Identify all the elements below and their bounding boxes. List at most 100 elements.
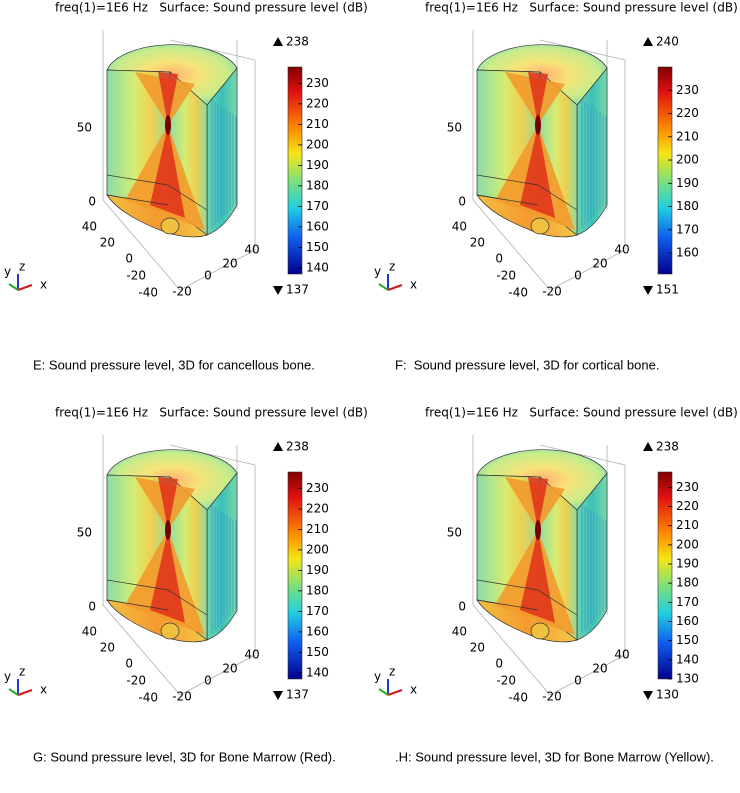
- band-lines: [106, 579, 208, 616]
- caption: F: Sound pressure level, 3D for cortical…: [395, 357, 659, 372]
- cylinder-side: [576, 472, 608, 641]
- x-tick-label: 40: [244, 648, 259, 662]
- triad-y: [378, 283, 389, 291]
- focus: [165, 520, 171, 540]
- x-tick-label: 20: [222, 257, 237, 271]
- triad-label: y: [374, 265, 381, 279]
- cylinder-top: [106, 44, 238, 106]
- panel-header: freq(1)=1E6 Hz Surface: Sound pressure l…: [55, 1, 368, 15]
- x-tick-label: -20: [172, 690, 192, 704]
- colorbar-tick-label: 210: [306, 522, 329, 536]
- caption: G: Sound pressure level, 3D for Bone Mar…: [33, 749, 336, 764]
- y-tick-label: 0: [495, 657, 503, 671]
- triad-y: [8, 688, 19, 696]
- box-line: [539, 444, 626, 466]
- triad-label: z: [19, 665, 25, 679]
- x-tick-label: 0: [204, 269, 212, 283]
- min-marker: [643, 691, 653, 700]
- cylinder-side: [206, 472, 238, 641]
- colorbar-tick-label: 220: [306, 96, 329, 110]
- x-tick-label: -20: [542, 690, 562, 704]
- colorbar: [287, 66, 303, 275]
- colorbar-tick-label: 180: [306, 583, 329, 597]
- cylinder-top: [476, 44, 608, 106]
- y-tick-label: 40: [82, 220, 97, 234]
- colorbar-tick-label: 170: [676, 595, 699, 609]
- y-tick-label: -20: [496, 269, 516, 283]
- colorbar-tick-label: 220: [676, 499, 699, 513]
- colorbar-tick-label: 200: [306, 542, 329, 556]
- colorbar-tick-label: 150: [306, 240, 329, 254]
- min-marker: [643, 286, 653, 295]
- z-tick-label: 0: [88, 195, 96, 209]
- x-tick-label: 0: [574, 674, 582, 688]
- max-value: 240: [656, 35, 679, 49]
- box-line: [102, 199, 181, 291]
- colorbar-tick-label: 190: [306, 563, 329, 577]
- box-line: [549, 249, 626, 291]
- triad-y: [378, 688, 389, 696]
- x-tick-label: 20: [592, 257, 607, 271]
- triad-label: y: [4, 265, 11, 279]
- colorbar-tick-label: 150: [676, 633, 699, 647]
- box-line: [169, 444, 256, 466]
- y-tick-label: -20: [126, 269, 146, 283]
- min-marker: [273, 691, 283, 700]
- colorbar-tick-label: 170: [676, 222, 699, 236]
- focus: [535, 115, 541, 135]
- colorbar-tick-label: 190: [306, 158, 329, 172]
- colorbar-tick-label: 180: [306, 178, 329, 192]
- triad-x: [17, 284, 33, 291]
- bottom-cap: [530, 217, 550, 235]
- triad-label: x: [410, 683, 417, 697]
- triad-label: z: [389, 260, 395, 274]
- y-tick-label: 0: [495, 252, 503, 266]
- x-tick-label: 40: [614, 648, 629, 662]
- panel-header: freq(1)=1E6 Hz Surface: Sound pressure l…: [425, 406, 738, 420]
- cylinder-top: [476, 449, 608, 511]
- band-lines: [476, 579, 578, 616]
- beam-core: [520, 477, 555, 623]
- min-value: 151: [656, 283, 679, 297]
- cylinder-render: [106, 44, 238, 238]
- box-line: [539, 39, 626, 61]
- colorbar-tick-label: 150: [306, 645, 329, 659]
- y-tick-label: -20: [496, 674, 516, 688]
- colorbar: [657, 66, 673, 275]
- cylinder-render: [476, 44, 608, 238]
- max-marker: [273, 37, 283, 46]
- triad-label: y: [4, 670, 11, 684]
- colorbar-tick-label: 140: [306, 260, 329, 274]
- y-tick-label: 20: [470, 641, 485, 655]
- min-value: 137: [286, 688, 309, 702]
- colorbar-tick-label: 230: [306, 76, 329, 90]
- triad-label: z: [389, 665, 395, 679]
- colorbar-tick-label: 200: [676, 537, 699, 551]
- box-line: [472, 199, 551, 291]
- focus: [165, 115, 171, 135]
- colorbar-tick-label: 170: [306, 604, 329, 618]
- triad-x: [17, 689, 33, 696]
- max-value: 238: [286, 440, 309, 454]
- y-tick-label: -40: [138, 691, 158, 705]
- colorbar-tick-label: 160: [306, 219, 329, 233]
- box-line: [179, 249, 256, 291]
- bottom-cap: [530, 622, 550, 640]
- panel: freq(1)=1E6 Hz Surface: Sound pressure l…: [4, 1, 368, 373]
- colorbar-tick-label: 160: [306, 624, 329, 638]
- colorbar-tick-label: 220: [676, 106, 699, 120]
- x-tick-label: 0: [204, 674, 212, 688]
- cylinder-side: [206, 67, 238, 236]
- y-tick-label: 0: [125, 252, 133, 266]
- colorbar-tick-label: 180: [676, 199, 699, 213]
- min-marker: [273, 286, 283, 295]
- triad-label: x: [410, 278, 417, 292]
- colorbar-tick-label: 230: [676, 480, 699, 494]
- y-tick-label: -40: [508, 286, 528, 300]
- y-tick-label: -40: [138, 286, 158, 300]
- colorbar: [657, 471, 673, 680]
- caption: .H: Sound pressure level, 3D for Bone Ma…: [395, 749, 714, 764]
- triad-label: x: [40, 278, 47, 292]
